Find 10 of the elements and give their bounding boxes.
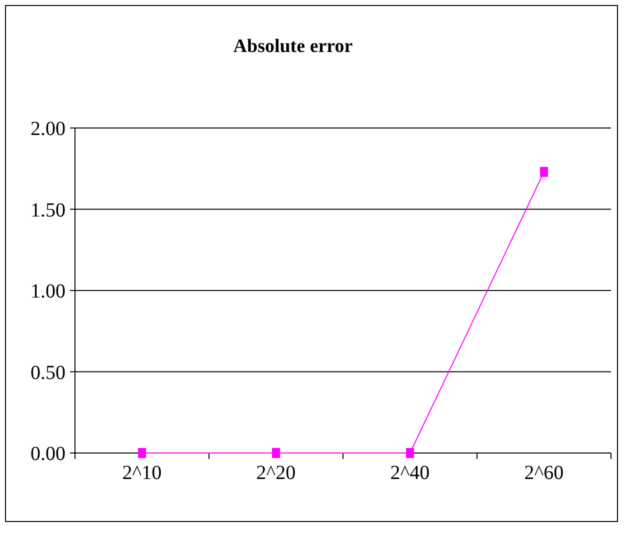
y-tick-label: 0.50 bbox=[30, 362, 66, 384]
x-tick-label: 2^60 bbox=[524, 462, 564, 484]
chart-title: Absolute error bbox=[233, 36, 354, 57]
x-tick-label: 2^20 bbox=[256, 462, 296, 484]
x-tick-label: 2^40 bbox=[390, 462, 430, 484]
y-tick-label: 1.50 bbox=[30, 199, 66, 222]
y-tick-label: 2.00 bbox=[30, 118, 66, 140]
y-tick-label: 1.00 bbox=[30, 280, 66, 302]
y-tick-label: 0.00 bbox=[30, 443, 66, 465]
x-tick-label: 2^10 bbox=[122, 462, 162, 484]
